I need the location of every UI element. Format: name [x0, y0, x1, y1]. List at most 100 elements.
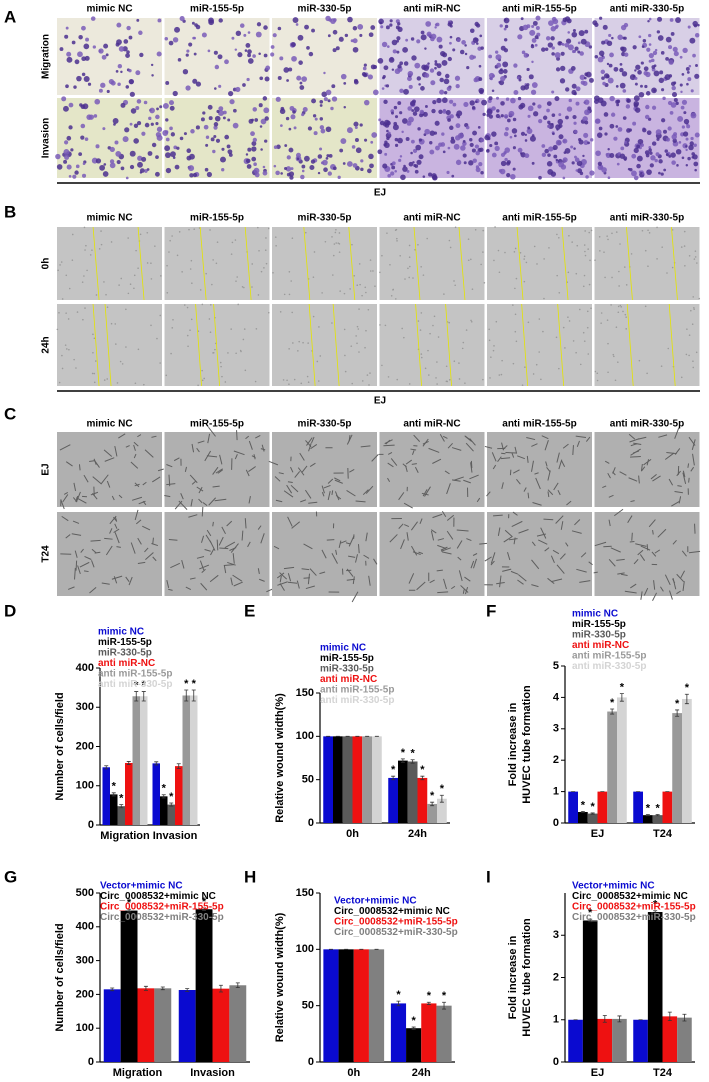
- cell: [556, 233, 558, 236]
- cell: [486, 113, 490, 117]
- tube: [441, 551, 452, 555]
- cell: [313, 251, 316, 253]
- micrograph-bg: [272, 227, 377, 300]
- cell: [119, 360, 122, 363]
- x-tick-label: EJ: [591, 828, 604, 840]
- tube: [579, 580, 591, 583]
- cell: [578, 137, 582, 142]
- tube: [412, 551, 421, 556]
- cell: [544, 148, 549, 154]
- cell: [319, 125, 325, 130]
- tube: [223, 564, 235, 567]
- error-bar: [682, 1013, 687, 1022]
- cell: [620, 46, 625, 51]
- cell: [535, 25, 540, 30]
- tube: [387, 452, 393, 455]
- cell: [282, 379, 285, 381]
- cell: [653, 89, 656, 92]
- cell: [530, 89, 537, 95]
- micrograph-bg: [57, 432, 162, 507]
- cell: [64, 154, 70, 160]
- cell: [256, 22, 262, 27]
- cell: [651, 58, 655, 63]
- cell: [424, 73, 430, 78]
- cell: [665, 153, 669, 157]
- cell: [408, 383, 411, 385]
- cell: [537, 104, 542, 109]
- tube: [464, 576, 471, 582]
- cell: [344, 354, 346, 357]
- cell: [500, 101, 505, 106]
- cell: [619, 67, 624, 73]
- significance-mark: *: [127, 897, 132, 909]
- cell: [84, 55, 90, 61]
- tube: [517, 574, 527, 582]
- cell: [496, 109, 500, 113]
- tube: [516, 479, 521, 485]
- cell: [553, 154, 558, 159]
- tube: [500, 457, 511, 460]
- legend-entry: Vector+mimic NC: [334, 896, 417, 907]
- tube: [607, 472, 611, 479]
- cell: [552, 144, 558, 150]
- tube: [640, 591, 643, 600]
- cell: [436, 97, 442, 104]
- cell: [319, 355, 322, 357]
- cell: [597, 161, 603, 166]
- error-bar: [619, 693, 624, 702]
- cell: [544, 47, 549, 51]
- bar: [117, 806, 125, 825]
- cell: [470, 321, 473, 323]
- y-tick-label: 150: [296, 887, 314, 899]
- cell: [317, 380, 320, 382]
- error-bar: [218, 984, 223, 993]
- tube: [576, 440, 580, 448]
- cell: [543, 258, 545, 260]
- cell: [295, 152, 301, 158]
- cell: [616, 103, 620, 107]
- cell: [354, 126, 358, 130]
- cell: [279, 56, 284, 61]
- error-bar: [590, 812, 595, 815]
- significance-mark: *: [202, 896, 207, 908]
- cell: [307, 381, 310, 384]
- cell: [268, 311, 270, 314]
- y-tick-label: 500: [76, 887, 94, 899]
- cell: [129, 91, 135, 97]
- cell: [243, 286, 245, 289]
- cell: [56, 164, 63, 170]
- cell: [289, 175, 294, 180]
- cell: [438, 109, 443, 115]
- micrograph: [487, 226, 593, 301]
- cell: [299, 81, 303, 85]
- cell: [137, 348, 140, 351]
- cell: [679, 55, 683, 59]
- cell: [174, 26, 181, 33]
- cell: [600, 322, 602, 324]
- cell: [560, 164, 567, 170]
- cell: [503, 114, 509, 119]
- cell: [434, 23, 438, 27]
- cell: [685, 145, 688, 148]
- cell: [219, 361, 222, 364]
- cell: [687, 77, 692, 82]
- cell: [692, 360, 694, 363]
- cell: [407, 76, 412, 82]
- cell: [579, 51, 584, 56]
- cell: [689, 37, 696, 44]
- cell: [156, 337, 158, 340]
- tube: [444, 470, 450, 475]
- micrograph-bg: [379, 227, 485, 300]
- tube: [671, 501, 680, 507]
- cell: [398, 158, 402, 162]
- cell: [467, 238, 470, 240]
- cell: [598, 236, 601, 238]
- cell: [559, 78, 566, 84]
- significance-mark: *: [646, 802, 651, 814]
- tube: [74, 550, 78, 558]
- cell: [445, 110, 451, 116]
- tube: [512, 511, 518, 516]
- tube: [321, 549, 327, 559]
- cell: [270, 52, 275, 57]
- cell: [279, 311, 282, 313]
